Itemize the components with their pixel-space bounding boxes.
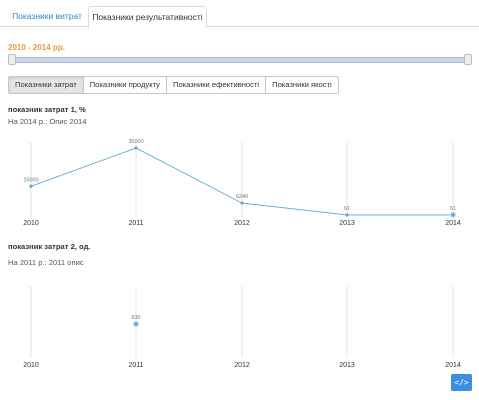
chart-2: 2010 2011 2012 2013 2014 630 xyxy=(23,286,461,369)
data-point xyxy=(451,213,455,217)
slider-handle-start[interactable] xyxy=(8,54,16,65)
x-tick-label: 2013 xyxy=(339,220,355,227)
code-icon: </> xyxy=(454,378,469,387)
chart-2-subtitle: На 2011 р.: 2011 опис xyxy=(8,258,84,267)
x-tick-label: 2011 xyxy=(128,220,143,227)
embed-code-button[interactable]: </> xyxy=(451,374,472,391)
x-tick-label: 2013 xyxy=(339,362,355,369)
slider-handle-end[interactable] xyxy=(464,54,472,65)
button-cost-indicators[interactable]: Показники затрат xyxy=(8,76,84,94)
chart-2-title: показник затрат 2, од. xyxy=(8,242,91,251)
button-product-indicators[interactable]: Показники продукту xyxy=(82,76,167,94)
indicator-type-buttons: Показники затрат Показники продукту Пока… xyxy=(8,76,339,94)
button-quality-indicators[interactable]: Показники якості xyxy=(265,76,339,94)
data-label: 61 xyxy=(450,206,456,212)
chart-1: 2010 2011 2012 2013 2014 15000 35000 6240 61 61 xyxy=(23,139,461,227)
x-tick-label: 2014 xyxy=(445,362,461,369)
data-point xyxy=(134,322,138,326)
data-label: 61 xyxy=(344,206,350,212)
data-point xyxy=(29,184,33,188)
tab-expense-indicators[interactable]: Показники витрат xyxy=(12,11,82,21)
data-label: 35000 xyxy=(128,139,143,145)
x-tick-label: 2011 xyxy=(128,362,143,369)
chart-1-subtitle: На 2014 р.: Опис 2014 xyxy=(8,117,87,126)
data-label: 6240 xyxy=(236,194,248,200)
button-efficiency-indicators[interactable]: Показники ефективності xyxy=(165,76,267,94)
year-range-slider[interactable] xyxy=(10,57,468,63)
data-label: 630 xyxy=(131,315,140,321)
data-label: 15000 xyxy=(23,177,38,183)
chart-1-title: показник затрат 1, % xyxy=(8,105,86,114)
tab-bar: Показники витрат Показники результативно… xyxy=(0,0,479,28)
x-tick-label: 2010 xyxy=(23,362,39,369)
data-point xyxy=(345,213,349,217)
x-tick-label: 2014 xyxy=(445,220,461,227)
x-tick-label: 2010 xyxy=(23,220,39,227)
x-tick-label: 2012 xyxy=(234,220,250,227)
tab-performance-indicators[interactable]: Показники результативності xyxy=(88,6,207,28)
year-range-label: 2010 - 2014 рр. xyxy=(8,43,65,52)
x-tick-label: 2012 xyxy=(234,362,250,369)
data-point xyxy=(240,201,244,205)
data-point xyxy=(134,146,138,150)
